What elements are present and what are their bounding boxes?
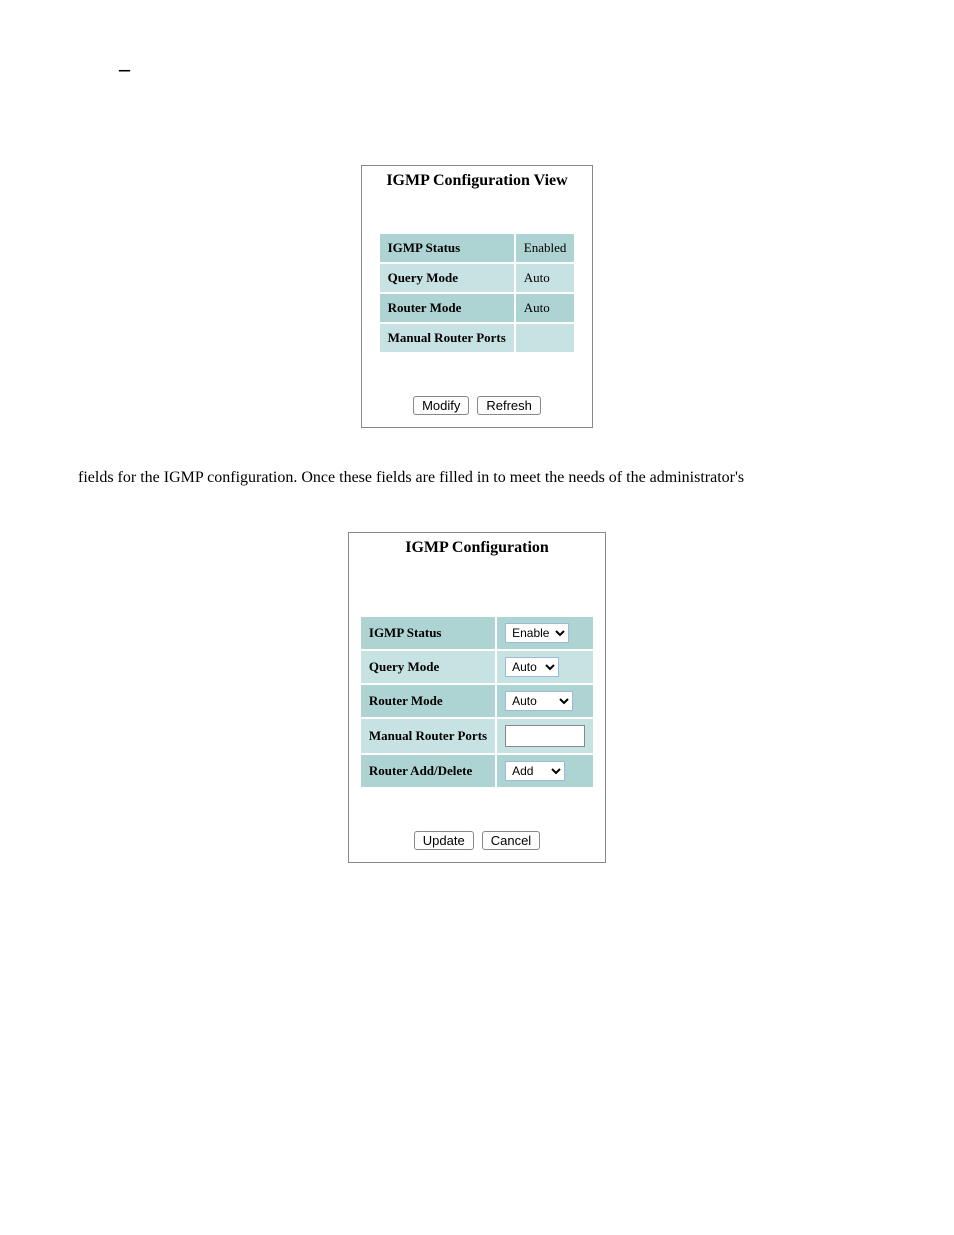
body-paragraph: fields for the IGMP configuration. Once … <box>0 466 954 490</box>
dash-text: – <box>119 56 130 82</box>
router-mode-cell: Auto <box>497 685 593 717</box>
cancel-button[interactable]: Cancel <box>482 831 540 850</box>
view-row-label: Router Mode <box>380 294 514 322</box>
igmp-status-label: IGMP Status <box>361 617 495 649</box>
query-mode-label: Query Mode <box>361 651 495 683</box>
update-button[interactable]: Update <box>414 831 474 850</box>
router-mode-label: Router Mode <box>361 685 495 717</box>
view-row-value: Enabled <box>516 234 575 262</box>
router-add-delete-label: Router Add/Delete <box>361 755 495 787</box>
refresh-button[interactable]: Refresh <box>477 396 541 415</box>
manual-router-ports-label: Manual Router Ports <box>361 719 495 753</box>
view-row-value: Auto <box>516 294 575 322</box>
router-mode-select[interactable]: Auto <box>505 691 573 711</box>
panel-view-title: IGMP Configuration View <box>362 166 592 192</box>
manual-router-ports-input[interactable] <box>505 725 585 747</box>
config-edit-table: IGMP Status Enable Query Mode Auto Route… <box>359 615 595 789</box>
config-view-table: IGMP StatusEnabledQuery ModeAutoRouter M… <box>378 232 577 354</box>
igmp-config-panel: IGMP Configuration IGMP Status Enable Qu… <box>348 532 606 863</box>
config-button-row: Update Cancel <box>349 819 605 862</box>
router-add-delete-select[interactable]: Add <box>505 761 565 781</box>
view-row-label: IGMP Status <box>380 234 514 262</box>
view-row-value <box>516 324 575 352</box>
igmp-status-select[interactable]: Enable <box>505 623 569 643</box>
router-add-delete-cell: Add <box>497 755 593 787</box>
igmp-status-cell: Enable <box>497 617 593 649</box>
igmp-config-view-panel: IGMP Configuration View IGMP StatusEnabl… <box>361 165 593 428</box>
view-button-row: Modify Refresh <box>362 384 592 427</box>
manual-router-ports-cell <box>497 719 593 753</box>
panel-config-title: IGMP Configuration <box>349 533 605 559</box>
query-mode-select[interactable]: Auto <box>505 657 559 677</box>
view-row-label: Query Mode <box>380 264 514 292</box>
view-row-value: Auto <box>516 264 575 292</box>
view-row-label: Manual Router Ports <box>380 324 514 352</box>
modify-button[interactable]: Modify <box>413 396 469 415</box>
query-mode-cell: Auto <box>497 651 593 683</box>
